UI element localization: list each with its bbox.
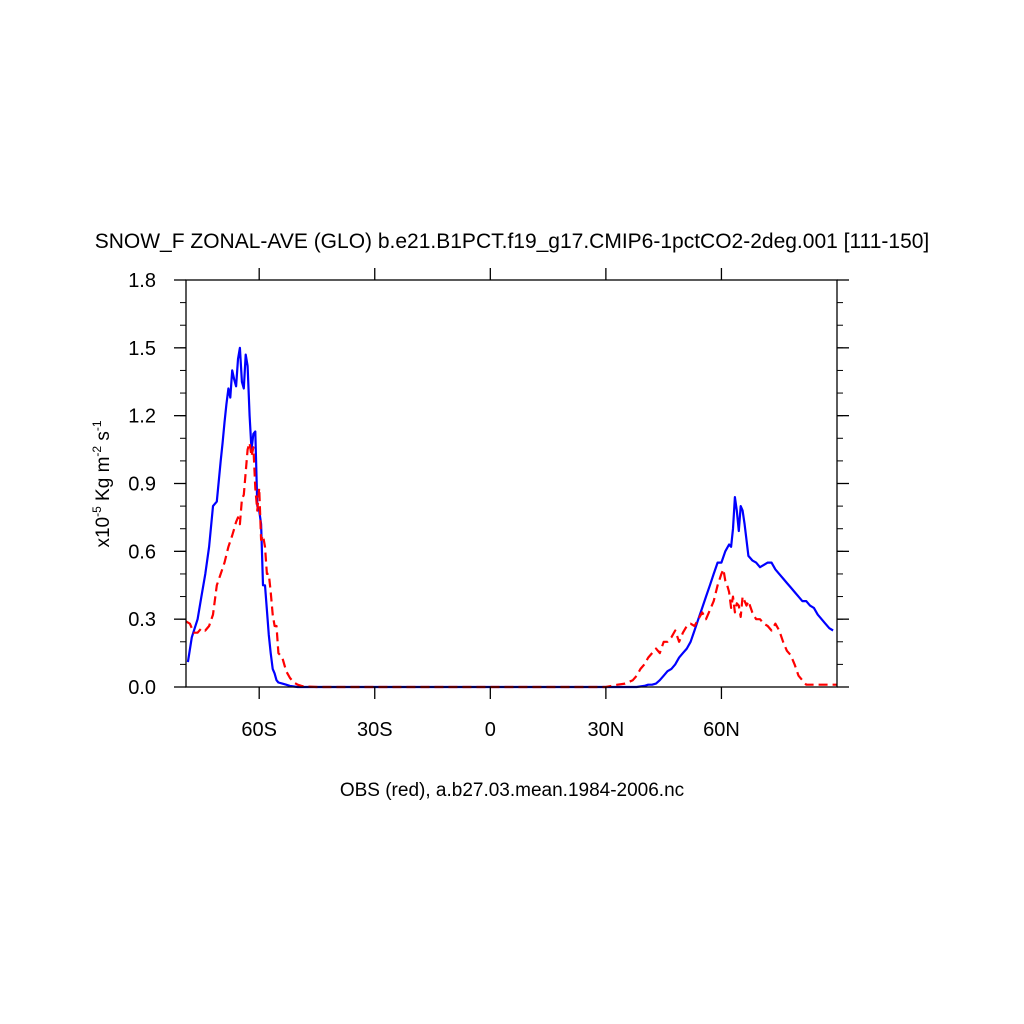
svg-text:x10-5 Kg m-2 s-1: x10-5 Kg m-2 s-1	[90, 420, 114, 547]
y-tick-label: 0.0	[128, 677, 156, 699]
series-layer	[185, 346, 837, 689]
x-tick-label: 30N	[588, 719, 625, 741]
ylabel-exp3: -1	[90, 420, 104, 431]
x-tick-label: 0	[485, 719, 496, 741]
ylabel-mid: Kg m	[93, 457, 114, 507]
series-line-1	[186, 346, 834, 689]
ylabel-exp2: -2	[90, 446, 104, 457]
chart-title: SNOW_F ZONAL-AVE (GLO) b.e21.B1PCT.f19_g…	[95, 230, 930, 253]
series-line-2	[185, 441, 837, 689]
axis-layer: 0.0 0.3 0.6 0.9 1.2 1.5 1.8 60S 30S 0 30N 60N	[128, 268, 849, 741]
x-tick-label: 30S	[357, 719, 393, 741]
ylabel-mid2: s	[93, 431, 114, 446]
y-tick-label: 0.9	[128, 474, 156, 496]
y-axis-label: x10-5 Kg m-2 s-1	[90, 420, 114, 547]
ylabel-exp1: -5	[90, 506, 104, 517]
chart-subtitle: OBS (red), a.b27.03.mean.1984-2006.nc	[340, 780, 684, 801]
ylabel-prefix: x10	[93, 517, 114, 548]
plot-frame	[185, 279, 838, 688]
y-tick-label: 0.3	[128, 609, 156, 631]
y-tick-label: 1.5	[128, 338, 156, 360]
x-tick-label: 60N	[703, 719, 740, 741]
y-tick-label: 0.6	[128, 541, 156, 563]
y-tick-label: 1.2	[128, 406, 156, 428]
x-tick-label: 60S	[241, 719, 277, 741]
y-tick-label: 1.8	[128, 270, 156, 292]
